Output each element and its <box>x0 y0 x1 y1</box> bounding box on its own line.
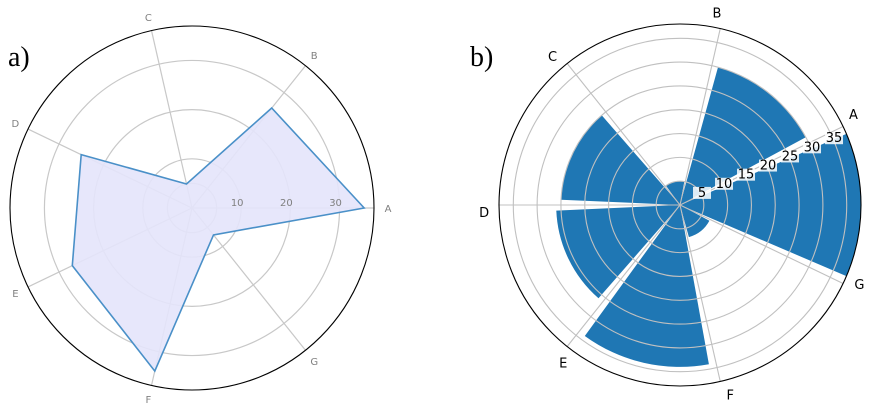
polar-bar <box>680 133 861 277</box>
category-label: D <box>479 206 489 221</box>
category-label: G <box>854 278 864 293</box>
angular-gridline <box>679 204 721 382</box>
category-label: F <box>146 395 152 403</box>
category-label: C <box>548 50 557 65</box>
polar-bar <box>561 115 680 205</box>
angular-gridline <box>150 30 193 209</box>
angular-gridline <box>566 63 681 206</box>
polar-bar <box>680 205 710 238</box>
category-label: F <box>727 388 734 403</box>
angular-gridline <box>566 204 681 347</box>
polar-bar <box>584 205 709 367</box>
category-label: B <box>712 7 721 22</box>
r-tick-label-bg <box>737 168 756 181</box>
r-tick-label: 20 <box>280 198 293 209</box>
polar-bar-chart: 5 10 15 20 25 30 35 A B C D E F G <box>479 7 864 403</box>
r-tick-label: 10 <box>716 177 733 192</box>
angular-gridline <box>679 28 721 206</box>
r-tick-label: 5 <box>698 186 706 201</box>
r-tick-label-bg <box>715 177 734 190</box>
category-label: E <box>559 356 567 371</box>
r-tick-label: 30 <box>804 140 821 155</box>
r-tick-label: 25 <box>782 149 799 164</box>
category-label: A <box>385 204 392 215</box>
polar-bar <box>666 181 685 205</box>
r-tick-label-bg <box>803 141 822 154</box>
category-label: D <box>12 119 20 130</box>
polar-bar <box>680 67 806 205</box>
polar-spine <box>9 25 375 391</box>
r-tick-label: 35 <box>826 131 843 146</box>
r-tick-label: 10 <box>231 198 244 209</box>
r-tick-label-bg <box>693 186 712 199</box>
angular-gridline <box>679 204 844 285</box>
r-tick-label: 30 <box>329 198 342 209</box>
r-tick-label-bg <box>781 150 800 163</box>
category-label: G <box>310 357 318 368</box>
panel-b-label: b) <box>470 42 493 73</box>
polar-spine <box>498 23 862 387</box>
r-tick-label-bg <box>825 132 844 145</box>
category-label: C <box>145 13 152 24</box>
category-label: E <box>12 289 18 300</box>
r-tick-label: 20 <box>760 159 777 174</box>
category-label: A <box>849 108 858 123</box>
r-tick-label: 15 <box>738 168 755 183</box>
category-label: B <box>311 51 318 62</box>
r-tick-label-bg <box>759 159 778 172</box>
radar-series-area <box>71 106 366 373</box>
radar-chart: 10 20 30 A B C D E F G <box>9 13 392 403</box>
panel-a-label: a) <box>8 42 30 73</box>
